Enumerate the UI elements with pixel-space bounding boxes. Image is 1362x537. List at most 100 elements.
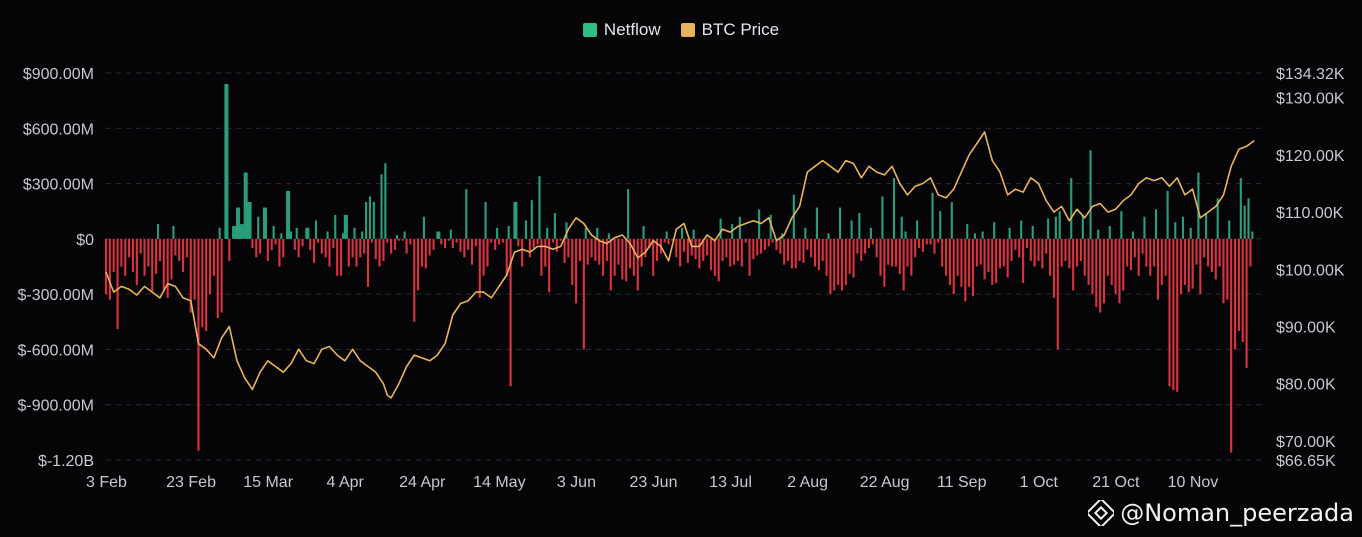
netflow-bar-inflow (1020, 220, 1023, 239)
netflow-bar-outflow (864, 238, 867, 254)
netflow-bar-inflow (900, 216, 903, 239)
netflow-bar-outflow (671, 238, 674, 241)
netflow-bar-outflow (536, 238, 539, 245)
netflow-bar-outflow (902, 238, 905, 291)
netflow-bar-outflow (278, 238, 281, 267)
netflow-bar-outflow (952, 238, 955, 295)
netflow-bar-outflow (879, 238, 882, 276)
netflow-bar-inflow (1228, 220, 1231, 239)
netflow-bar-outflow (987, 238, 990, 273)
x-tick-label-5: 14 May (473, 474, 525, 491)
netflow-bar-inflow (353, 227, 356, 239)
netflow-bar-outflow (1153, 238, 1156, 267)
netflow-bar-inflow (939, 211, 942, 239)
netflow-bar-outflow (644, 238, 647, 258)
netflow-bar-outflow (182, 238, 185, 273)
netflow-bar-outflow (948, 238, 951, 285)
netflow-bar-outflow (104, 238, 108, 295)
right-tick-label-1: $130.00K (1276, 91, 1345, 108)
netflow-bar-inflow (380, 174, 383, 239)
netflow-bar-outflow (563, 238, 566, 263)
right-tick-label-5: $90.00K (1276, 319, 1336, 336)
netflow-bar-outflow (813, 238, 817, 267)
netflow-bar-outflow (694, 238, 697, 260)
netflow-bar-inflow (565, 222, 568, 239)
netflow-bar-outflow (702, 238, 705, 261)
x-tick-label-3: 4 Apr (327, 474, 365, 491)
netflow-bar-outflow (1022, 238, 1025, 284)
netflow-bar-outflow (1122, 238, 1125, 291)
btc-price-polyline (105, 131, 1255, 399)
netflow-bars (104, 84, 1254, 453)
netflow-bar-outflow (1010, 238, 1013, 261)
netflow-bar-inflow (341, 233, 345, 239)
netflow-bar-outflow (494, 238, 497, 250)
netflow-bar-outflow (251, 238, 254, 249)
netflow-bar-outflow (201, 238, 204, 328)
right-tick-label-6: $80.00K (1276, 377, 1336, 394)
netflow-bar-inflow (1108, 225, 1111, 239)
netflow-bar-outflow (436, 231, 439, 239)
netflow-bar-outflow (139, 238, 142, 254)
netflow-bar-outflow (478, 238, 481, 298)
netflow-bar-outflow (216, 238, 219, 319)
netflow-bar-outflow (1245, 238, 1248, 368)
netflow-bar-outflow (628, 238, 632, 269)
netflow-bar-outflow (393, 238, 397, 250)
netflow-bar-outflow (351, 238, 354, 258)
netflow-bar-outflow (1087, 238, 1090, 285)
netflow-bar-outflow (332, 238, 335, 249)
netflow-bar-outflow (860, 238, 863, 261)
netflow-bar-outflow (228, 238, 231, 261)
netflow-bar-outflow (424, 238, 427, 269)
netflow-bar-outflow (883, 238, 886, 287)
netflow-bar-outflow (1172, 238, 1175, 390)
netflow-bar-outflow (343, 214, 346, 239)
netflow-bar-outflow (266, 238, 269, 261)
netflow-bar-outflow (1214, 238, 1217, 280)
netflow-bar-outflow (297, 238, 300, 258)
netflow-bar-outflow (632, 238, 635, 276)
netflow-bar-outflow (128, 238, 131, 258)
netflow-bar-outflow (1210, 238, 1213, 273)
netflow-bar-inflow (384, 163, 387, 239)
netflow-bar-inflow (981, 231, 984, 239)
netflow-bar-outflow (964, 238, 967, 302)
legend-item-netflow[interactable]: Netflow (582, 20, 661, 40)
legend: Netflow BTC Price (0, 20, 1362, 40)
netflow-bar-outflow (1164, 238, 1167, 276)
netflow-bar-outflow (1195, 238, 1198, 265)
netflow-bar-outflow (282, 238, 285, 258)
netflow-bar-outflow (386, 238, 389, 243)
netflow-bar-outflow (532, 238, 535, 249)
netflow-bar-inflow (1205, 213, 1208, 239)
netflow-bar-outflow (255, 238, 258, 258)
netflow-bar-outflow (155, 238, 158, 274)
netflow-bar-inflow (172, 225, 175, 239)
netflow-bar-outflow (1110, 238, 1113, 285)
netflow-bar-outflow (998, 238, 1002, 269)
netflow-bar-inflow (1251, 231, 1254, 239)
netflow-bar-inflow (553, 213, 556, 239)
left-tick-label-1: $600.00M (23, 121, 94, 138)
netflow-bar-inflow (804, 227, 807, 239)
netflow-bar-outflow (733, 238, 736, 265)
x-tick-label-1: 23 Feb (166, 474, 216, 491)
netflow-bar-inflow (1189, 227, 1192, 239)
netflow-bar-inflow (249, 202, 252, 239)
netflow-bar-outflow (1106, 238, 1109, 276)
netflow-bar-outflow (956, 238, 959, 276)
netflow-bar-inflow (931, 192, 934, 239)
netflow-bar-inflow (530, 200, 533, 239)
netflow-bar-outflow (740, 238, 743, 267)
netflow-bar-inflow (869, 227, 872, 239)
netflow-bar-outflow (752, 238, 755, 260)
netflow-bar-outflow (756, 238, 759, 256)
legend-item-btc-price[interactable]: BTC Price (680, 20, 779, 40)
netflow-bar-outflow (239, 224, 242, 239)
netflow-bar-outflow (590, 238, 593, 258)
netflow-bar-inflow (1143, 216, 1146, 239)
netflow-bar-inflow (758, 209, 761, 239)
x-tick-label-4: 24 Apr (399, 474, 446, 491)
netflow-bar-outflow (775, 238, 778, 250)
